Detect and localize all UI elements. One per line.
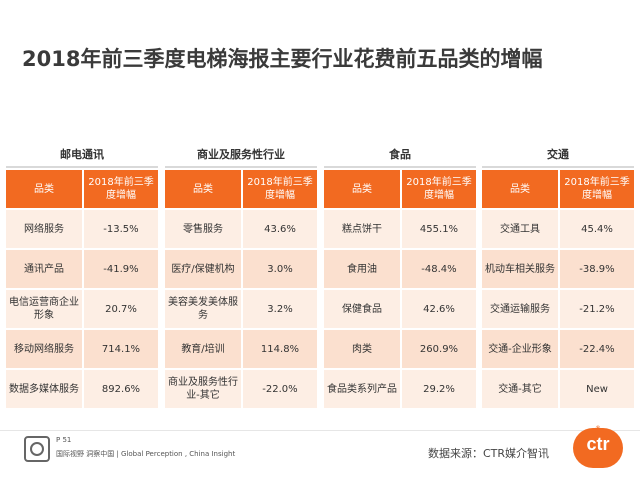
cell-value: 3.0%: [243, 248, 317, 288]
table-row: 交通工具 45.4%: [482, 208, 634, 248]
category-title: 交通: [547, 148, 569, 161]
cell-value: -41.9%: [84, 248, 158, 288]
table-row: 肉类 260.9%: [324, 328, 476, 368]
cell-item: 医疗/保健机构: [165, 248, 243, 288]
cell-item: 数据多媒体服务: [6, 368, 84, 408]
table-row: 交通-其它 New: [482, 368, 634, 408]
table-row: 美容美发美体服务 3.2%: [165, 288, 317, 328]
page-title: 2018年前三季度电梯海报主要行业花费前五品类的增幅: [22, 47, 543, 71]
header-growth: 2018年前三季度增幅: [243, 170, 317, 208]
cell-item: 网络服务: [6, 208, 84, 248]
table-header: 品类 2018年前三季度增幅: [482, 170, 634, 208]
cell-value: -22.0%: [243, 368, 317, 408]
header-growth: 2018年前三季度增幅: [560, 170, 634, 208]
divider: [482, 166, 634, 168]
cell-value: 3.2%: [243, 288, 317, 328]
cell-item: 交通运输服务: [482, 288, 560, 328]
cell-item: 机动车相关服务: [482, 248, 560, 288]
table-block-telecom: 邮电通讯 品类 2018年前三季度增幅 网络服务 -13.5% 通讯产品 -41.9…: [6, 144, 158, 408]
table-row: 电信运营商企业形象 20.7%: [6, 288, 158, 328]
cell-value: New: [560, 368, 634, 408]
table-header: 品类 2018年前三季度增幅: [165, 170, 317, 208]
cell-value: 892.6%: [84, 368, 158, 408]
table-row: 移动网络服务 714.1%: [6, 328, 158, 368]
cell-item: 商业及服务性行业-其它: [165, 368, 243, 408]
table-row: 零售服务 43.6%: [165, 208, 317, 248]
cell-item: 糕点饼干: [324, 208, 402, 248]
cell-value: 45.4%: [560, 208, 634, 248]
cell-value: 20.7%: [84, 288, 158, 328]
cell-item: 电信运营商企业形象: [6, 288, 84, 328]
table-row: 网络服务 -13.5%: [6, 208, 158, 248]
table-row: 通讯产品 -41.9%: [6, 248, 158, 288]
tables-area: 邮电通讯 品类 2018年前三季度增幅 网络服务 -13.5% 通讯产品 -41.9…: [6, 144, 634, 412]
divider: [6, 166, 158, 168]
table-header: 品类 2018年前三季度增幅: [6, 170, 158, 208]
footer-divider: [0, 430, 640, 431]
table-block-transport: 交通 品类 2018年前三季度增幅 交通工具 45.4% 机动车相关服务 -38.9…: [482, 144, 634, 408]
cell-item: 食用油: [324, 248, 402, 288]
cell-item: 交通工具: [482, 208, 560, 248]
cell-item: 美容美发美体服务: [165, 288, 243, 328]
cell-value: 29.2%: [402, 368, 476, 408]
divider: [324, 166, 476, 168]
table-row: 机动车相关服务 -38.9%: [482, 248, 634, 288]
data-table: 品类 2018年前三季度增幅 糕点饼干 455.1% 食用油 -48.4% 保健食品…: [324, 170, 476, 408]
cell-item: 食品类系列产品: [324, 368, 402, 408]
cell-item: 零售服务: [165, 208, 243, 248]
table-header: 品类 2018年前三季度增幅: [324, 170, 476, 208]
table-row: 保健食品 42.6%: [324, 288, 476, 328]
cell-item: 交通-企业形象: [482, 328, 560, 368]
header-category: 品类: [6, 170, 84, 208]
category-title: 商业及服务性行业: [197, 148, 285, 161]
cell-value: 714.1%: [84, 328, 158, 368]
header-category: 品类: [165, 170, 243, 208]
badge-ring: [30, 442, 44, 456]
table-row: 商业及服务性行业-其它 -22.0%: [165, 368, 317, 408]
table-row: 医疗/保健机构 3.0%: [165, 248, 317, 288]
header-growth: 2018年前三季度增幅: [402, 170, 476, 208]
logo-text: ctr: [586, 434, 610, 454]
divider: [165, 166, 317, 168]
registered-mark: ®: [595, 426, 601, 432]
cell-value: 42.6%: [402, 288, 476, 328]
header-category: 品类: [482, 170, 560, 208]
cell-value: 43.6%: [243, 208, 317, 248]
cell-value: 455.1%: [402, 208, 476, 248]
cell-value: -48.4%: [402, 248, 476, 288]
category-title: 邮电通讯: [60, 148, 104, 161]
table-row: 交通运输服务 -21.2%: [482, 288, 634, 328]
cell-value: -13.5%: [84, 208, 158, 248]
table-row: 食品类系列产品 29.2%: [324, 368, 476, 408]
header-category: 品类: [324, 170, 402, 208]
cell-item: 移动网络服务: [6, 328, 84, 368]
cell-item: 教育/培训: [165, 328, 243, 368]
footer-slogan: 国际视野 洞察中国 | Global Perception , China In…: [56, 450, 236, 458]
table-row: 教育/培训 114.8%: [165, 328, 317, 368]
cell-item: 肉类: [324, 328, 402, 368]
ctr-logo: ctr ®: [573, 426, 623, 468]
data-table: 品类 2018年前三季度增幅 网络服务 -13.5% 通讯产品 -41.9% 电信运…: [6, 170, 158, 408]
table-row: 数据多媒体服务 892.6%: [6, 368, 158, 408]
data-table: 品类 2018年前三季度增幅 交通工具 45.4% 机动车相关服务 -38.9% 交…: [482, 170, 634, 408]
cell-item: 通讯产品: [6, 248, 84, 288]
table-block-food: 食品 品类 2018年前三季度增幅 糕点饼干 455.1% 食用油 -48.4% 保…: [324, 144, 476, 408]
data-source: 数据来源：CTR媒介智讯: [428, 447, 550, 460]
cell-value: 114.8%: [243, 328, 317, 368]
data-table: 品类 2018年前三季度增幅 零售服务 43.6% 医疗/保健机构 3.0% 美容美…: [165, 170, 317, 408]
table-row: 食用油 -48.4%: [324, 248, 476, 288]
table-block-commercial: 商业及服务性行业 品类 2018年前三季度增幅 零售服务 43.6% 医疗/保健机…: [165, 144, 317, 408]
header-growth: 2018年前三季度增幅: [84, 170, 158, 208]
table-row: 交通-企业形象 -22.4%: [482, 328, 634, 368]
certification-badge-icon: [24, 436, 50, 462]
table-row: 糕点饼干 455.1%: [324, 208, 476, 248]
cell-value: -38.9%: [560, 248, 634, 288]
cell-item: 保健食品: [324, 288, 402, 328]
cell-value: -21.2%: [560, 288, 634, 328]
cell-item: 交通-其它: [482, 368, 560, 408]
category-title: 食品: [389, 148, 411, 161]
page-number: P 51: [56, 436, 72, 444]
cell-value: 260.9%: [402, 328, 476, 368]
cell-value: -22.4%: [560, 328, 634, 368]
